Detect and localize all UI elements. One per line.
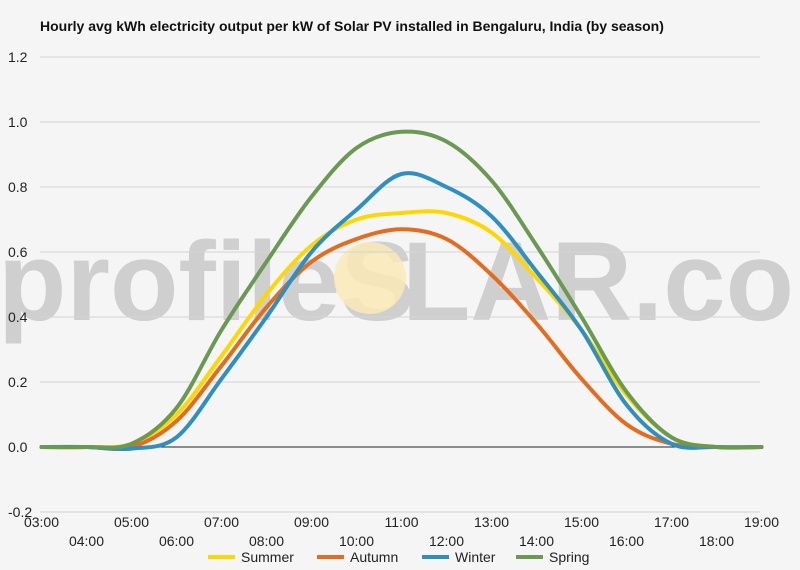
watermark-text-right: LAR.com <box>402 219 800 344</box>
y-tick-label: 1.2 <box>8 49 28 65</box>
x-tick-label: 06:00 <box>159 533 194 549</box>
legend-label-spring: Spring <box>549 549 589 565</box>
legend-label-autumn: Autumn <box>350 549 398 565</box>
x-tick-label: 11:00 <box>385 514 419 530</box>
x-tick-label: 19:00 <box>744 514 779 530</box>
y-tick-label: 0.6 <box>8 244 28 260</box>
x-tick-label: 16:00 <box>609 533 644 549</box>
y-axis-ticks: -0.2 0.0 0.2 0.4 0.6 0.8 1.0 1.2 <box>8 49 32 520</box>
x-tick-label: 17:00 <box>654 514 689 530</box>
x-tick-label: 18:00 <box>699 533 734 549</box>
x-tick-label: 10:00 <box>339 533 374 549</box>
watermark: profileS LAR.com <box>0 219 800 344</box>
legend: Summer Autumn Winter Spring <box>208 549 589 565</box>
x-tick-label: 04:00 <box>69 533 104 549</box>
y-tick-label: -0.2 <box>8 504 32 520</box>
legend-label-summer: Summer <box>241 549 294 565</box>
y-tick-label: 0.4 <box>8 309 28 325</box>
x-tick-label: 13:00 <box>474 514 509 530</box>
x-axis-ticks: 03:00 04:00 05:00 06:00 07:00 08:00 09:00 10:00… <box>24 514 779 549</box>
series-lines <box>39 129 764 452</box>
grid <box>40 56 760 513</box>
series-line-spring <box>39 129 764 450</box>
x-tick-label: 12:00 <box>429 533 464 549</box>
y-tick-label: 0.0 <box>8 439 28 455</box>
x-tick-label: 05:00 <box>114 514 149 530</box>
chart-title: Hourly avg kWh electricity output per kW… <box>40 18 664 34</box>
x-tick-label: 14:00 <box>519 533 554 549</box>
y-tick-label: 0.8 <box>8 179 28 195</box>
series-line-autumn <box>39 227 764 451</box>
watermark-sun-icon <box>334 242 406 314</box>
x-tick-label: 09:00 <box>294 514 329 530</box>
y-tick-label: 0.2 <box>8 374 28 390</box>
series-line-winter <box>39 171 764 452</box>
y-tick-label: 1.0 <box>8 114 28 130</box>
x-tick-label: 08:00 <box>249 533 284 549</box>
x-tick-label: 15:00 <box>564 514 599 530</box>
legend-label-winter: Winter <box>455 549 496 565</box>
x-tick-label: 07:00 <box>204 514 239 530</box>
x-tick-label: 03:00 <box>24 514 59 530</box>
